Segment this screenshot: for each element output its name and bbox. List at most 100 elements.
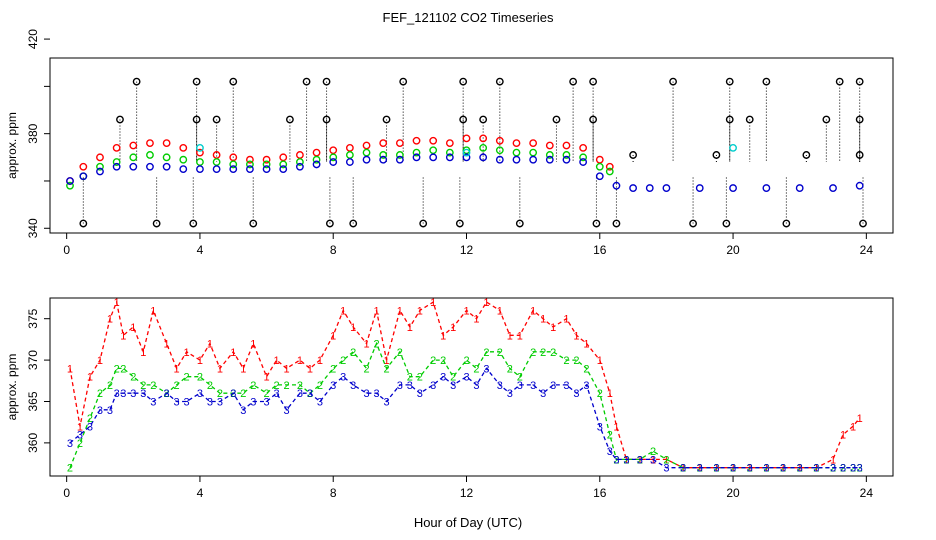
data-point [669, 77, 677, 86]
data-point-label: 2 [463, 355, 469, 367]
data-point-label: 1 [713, 463, 719, 475]
x-tick-label: 0 [63, 243, 70, 257]
data-point-label: 1 [440, 330, 446, 342]
data-point-label: 3 [597, 421, 603, 433]
series-black-bottom [79, 219, 867, 228]
data-point [286, 115, 294, 124]
y-tick-label: 370 [26, 350, 40, 370]
data-point [562, 141, 571, 150]
data-point [192, 77, 201, 86]
data-point [196, 158, 204, 166]
data-point-label: 1 [114, 297, 120, 309]
data-point-label: 1 [284, 363, 290, 375]
data-point-label: 3 [330, 380, 336, 392]
data-point [595, 162, 604, 171]
data-point [212, 115, 221, 124]
data-point [112, 158, 121, 166]
data-point-label: 1 [97, 355, 103, 367]
data-point [725, 115, 734, 124]
data-point [146, 162, 154, 171]
data-point [495, 77, 504, 86]
data-point-label: 3 [97, 405, 103, 417]
data-point-label: 3 [607, 446, 613, 458]
data-point [729, 184, 737, 192]
data-point [322, 77, 331, 86]
data-point [545, 155, 554, 164]
data-point-label: 1 [517, 330, 523, 342]
data-point-label: 2 [197, 372, 203, 384]
data-point [279, 160, 288, 169]
data-point-label: 2 [330, 363, 336, 375]
data-point-label: 3 [130, 388, 136, 400]
data-point-label: 2 [680, 463, 686, 475]
series-black-low [629, 151, 864, 159]
data-point-label: 1 [637, 454, 643, 466]
data-point-label: 3 [383, 396, 389, 408]
data-point-label: 2 [663, 454, 669, 466]
data-point [562, 151, 571, 159]
data-point-label: 1 [297, 355, 303, 367]
data-point-label: 3 [697, 463, 703, 475]
data-point [462, 134, 471, 143]
data-point-label: 3 [780, 463, 786, 475]
data-point [189, 219, 198, 228]
data-point-label: 1 [383, 355, 389, 367]
data-point-label: 1 [307, 363, 313, 375]
data-point-label: 2 [473, 363, 479, 375]
data-point-label: 1 [250, 339, 256, 351]
data-point [296, 162, 304, 171]
y-tick-label: 340 [26, 218, 40, 238]
data-point [162, 153, 171, 162]
data-point-label: 1 [540, 314, 546, 326]
data-point-label: 2 [730, 463, 736, 475]
data-point [229, 77, 238, 86]
data-point-label: 2 [697, 463, 703, 475]
data-point [146, 151, 154, 159]
data-point-label: 1 [763, 463, 769, 475]
data-point-label: 2 [530, 347, 536, 359]
data-point [855, 115, 864, 124]
x-axis-label: Hour of Day (UTC) [414, 515, 522, 530]
data-point-label: 3 [517, 380, 523, 392]
data-point [629, 151, 638, 159]
data-point [162, 162, 171, 171]
data-point-label: 1 [230, 347, 236, 359]
data-point-label: 3 [340, 372, 346, 384]
data-point [179, 143, 188, 152]
data-point-label: 2 [164, 388, 170, 400]
data-point-label: 2 [763, 463, 769, 475]
data-point-label: 3 [573, 388, 579, 400]
data-point [79, 162, 88, 171]
data-point [345, 151, 354, 159]
data-point [296, 158, 304, 166]
data-point-label: 2 [747, 463, 753, 475]
data-point [229, 165, 238, 174]
data-point-label: 1 [140, 347, 146, 359]
data-point-label: 1 [697, 463, 703, 475]
x-tick-label: 12 [460, 486, 474, 500]
data-point-label: 1 [473, 314, 479, 326]
data-point [579, 158, 588, 166]
data-point-label: 2 [184, 372, 190, 384]
data-point-label: 2 [430, 355, 436, 367]
data-point [529, 139, 538, 148]
data-point [459, 115, 468, 124]
series-line [69, 367, 860, 469]
data-point-label: 3 [350, 380, 356, 392]
data-point-label: 3 [417, 388, 423, 400]
data-point-label: 3 [830, 463, 836, 475]
series-1: 1111111111111111111111111111111111111111… [67, 297, 863, 475]
data-point-label: 2 [440, 355, 446, 367]
data-point [612, 181, 621, 190]
data-point [722, 219, 731, 228]
data-point-label: 3 [240, 405, 246, 417]
top-panel: 0 4 8 12 16 20 24 340 380 420 approx. ppm [5, 29, 894, 257]
data-point [512, 148, 521, 157]
series-green [66, 143, 614, 190]
data-point-label: 3 [197, 388, 203, 400]
data-point-label: 2 [363, 363, 369, 375]
data-point [262, 160, 271, 169]
y-tick-label: 380 [26, 123, 40, 143]
data-point [412, 153, 421, 162]
data-point [589, 77, 598, 86]
